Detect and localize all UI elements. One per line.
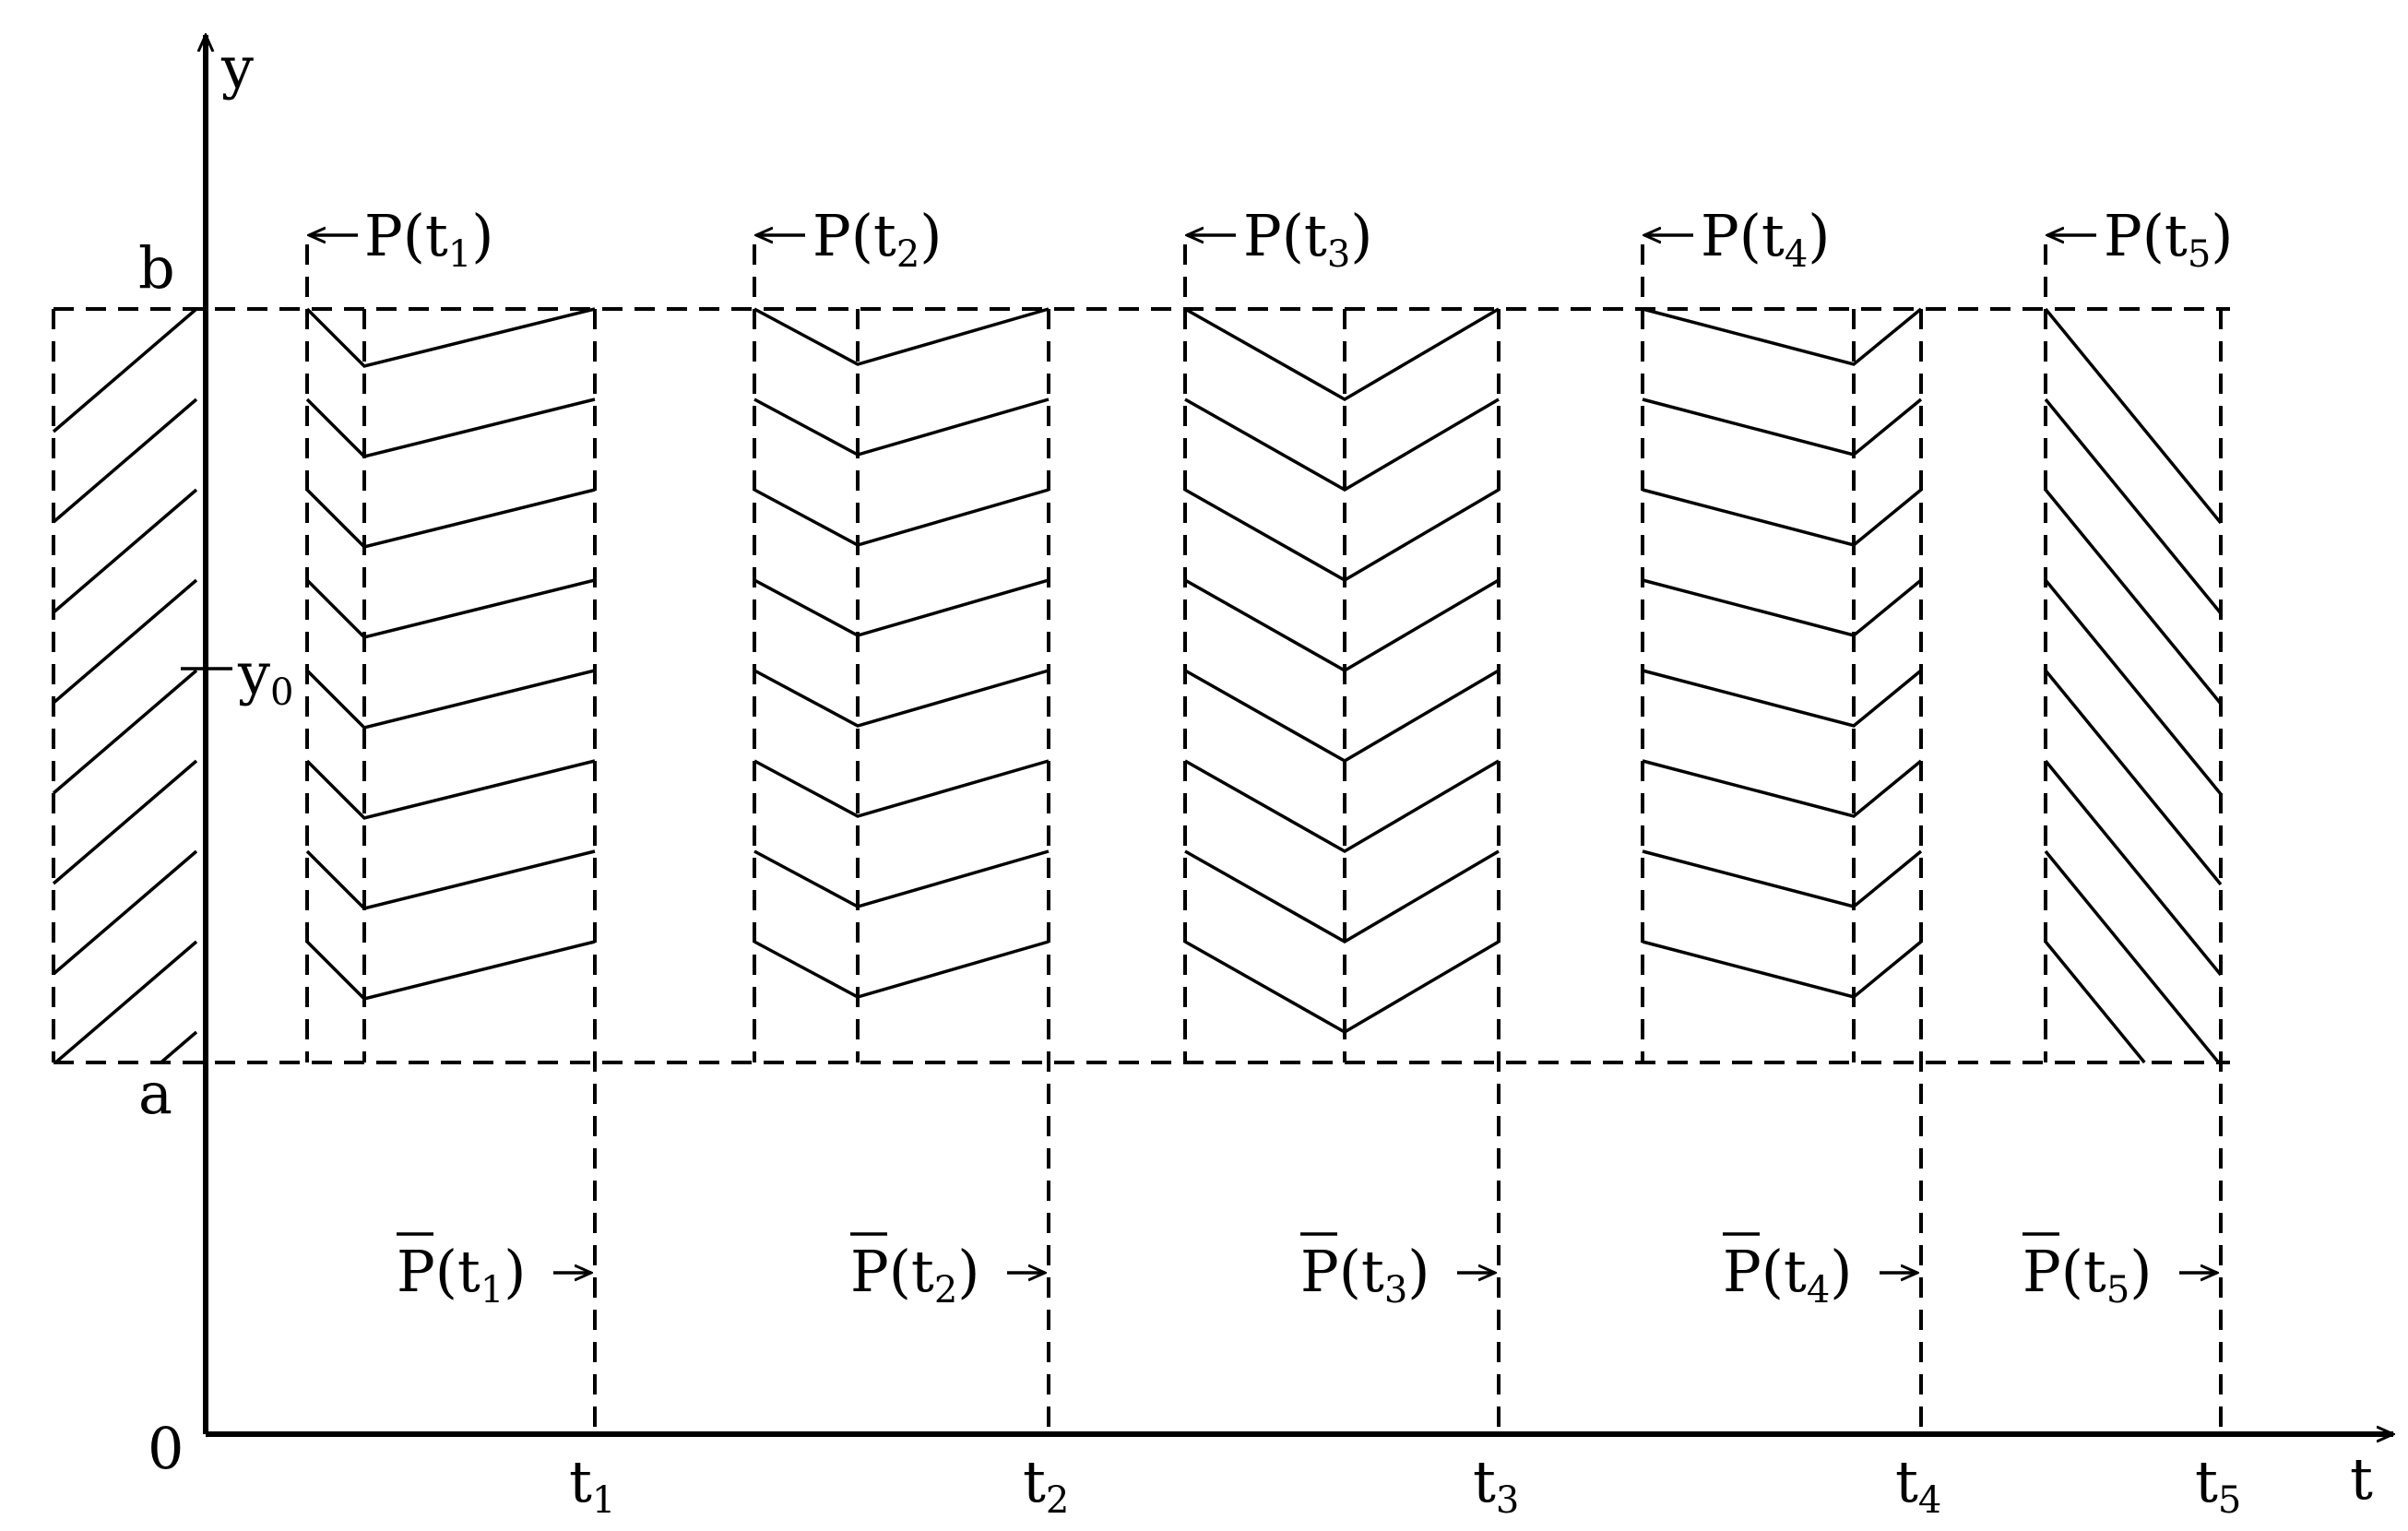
characteristic-line bbox=[1642, 759, 1923, 818]
t-tick-label: t3 bbox=[1473, 1448, 1519, 1522]
characteristic-line bbox=[2044, 488, 2223, 706]
characteristic-line bbox=[1184, 940, 1500, 1035]
y-axis-label: y bbox=[220, 34, 254, 101]
characteristic-line bbox=[305, 849, 596, 910]
characteristic-line bbox=[305, 759, 596, 820]
characteristic-line bbox=[753, 578, 1050, 637]
pbar-label: P(t5) bbox=[2022, 1238, 2152, 1311]
characteristic-line bbox=[753, 307, 1050, 366]
characteristic-line bbox=[1642, 398, 1923, 457]
panels: P(t1)P(t1)P(t2)P(t2)P(t3)P(t3)P(t4)P(t4)… bbox=[305, 202, 2233, 1434]
p-label: P(t2) bbox=[813, 202, 942, 276]
characteristic-line bbox=[2044, 307, 2223, 525]
initial-hatch bbox=[52, 307, 198, 1064]
characteristic-line bbox=[2044, 759, 2223, 977]
characteristic-line bbox=[1184, 578, 1500, 673]
characteristic-line bbox=[305, 488, 596, 549]
initial-hatch-line bbox=[160, 1030, 198, 1064]
t-tick-label: t2 bbox=[1023, 1448, 1069, 1522]
characteristic-line bbox=[305, 398, 596, 458]
initial-hatch-line bbox=[52, 398, 198, 524]
pbar-label: P(t4) bbox=[1723, 1238, 1852, 1311]
panel-5: P(t5) P(t5) bbox=[2022, 202, 2233, 1434]
characteristic-line bbox=[753, 849, 1050, 908]
characteristic-line bbox=[753, 398, 1050, 457]
t-ticks: t1 t2 t3 t4 t5 bbox=[569, 1448, 2241, 1522]
initial-hatch-line bbox=[52, 849, 198, 976]
initial-hatch-line bbox=[52, 759, 198, 885]
characteristic-line bbox=[2044, 940, 2146, 1064]
characteristic-line bbox=[1184, 307, 1500, 402]
characteristic-line bbox=[1184, 759, 1500, 854]
characteristic-line bbox=[1184, 398, 1500, 493]
characteristic-line bbox=[1642, 307, 1923, 366]
p-label: P(t3) bbox=[1243, 202, 1372, 276]
characteristic-line bbox=[1642, 578, 1923, 637]
characteristic-line bbox=[753, 669, 1050, 728]
t-axis-label: t bbox=[2350, 1445, 2373, 1513]
y-tick-b: b bbox=[138, 234, 175, 302]
pbar-label: P(t3) bbox=[1300, 1238, 1429, 1311]
characteristic-line bbox=[1642, 488, 1923, 547]
p-label: P(t5) bbox=[2104, 202, 2233, 276]
panel-4: P(t4) P(t4) bbox=[1641, 202, 1923, 1434]
y-tick-a: a bbox=[138, 1060, 172, 1127]
panel-2: P(t2) P(t2) bbox=[753, 202, 1050, 1434]
characteristic-line bbox=[2044, 578, 2223, 796]
characteristic-line bbox=[305, 307, 596, 368]
pbar-label: P(t1) bbox=[397, 1238, 526, 1311]
panel-3: P(t3) P(t3) bbox=[1183, 202, 1501, 1434]
t-tick-label: t5 bbox=[2195, 1448, 2241, 1522]
characteristic-line bbox=[753, 940, 1050, 999]
characteristic-line bbox=[2044, 398, 2223, 615]
characteristic-line bbox=[1184, 669, 1500, 764]
initial-hatch-line bbox=[54, 940, 198, 1064]
characteristic-line bbox=[2044, 849, 2220, 1064]
characteristic-line bbox=[1642, 849, 1923, 908]
p-label: P(t1) bbox=[364, 202, 493, 276]
p-label: P(t4) bbox=[1701, 202, 1830, 276]
characteristic-line bbox=[305, 578, 596, 639]
characteristic-line bbox=[1184, 849, 1500, 944]
initial-hatch-line bbox=[52, 578, 198, 705]
y-tick-y0: y0 bbox=[237, 640, 293, 714]
initial-hatch-line bbox=[52, 307, 198, 433]
t-tick-label: t1 bbox=[569, 1448, 615, 1522]
characteristic-line bbox=[1184, 488, 1500, 583]
t-tick-label: t4 bbox=[1895, 1448, 1941, 1522]
characteristic-line bbox=[2044, 669, 2223, 886]
characteristic-line bbox=[305, 940, 596, 1001]
characteristic-line bbox=[753, 488, 1050, 547]
characteristic-line bbox=[305, 669, 596, 730]
initial-hatch-line bbox=[52, 488, 198, 614]
characteristic-line bbox=[753, 759, 1050, 818]
characteristic-line bbox=[1642, 669, 1923, 728]
panel-1: P(t1) P(t1) bbox=[305, 202, 597, 1434]
characteristic-line bbox=[1642, 940, 1923, 999]
pbar-label: P(t2) bbox=[850, 1238, 979, 1311]
origin-label: 0 bbox=[148, 1415, 184, 1482]
initial-hatch-line bbox=[52, 669, 198, 795]
